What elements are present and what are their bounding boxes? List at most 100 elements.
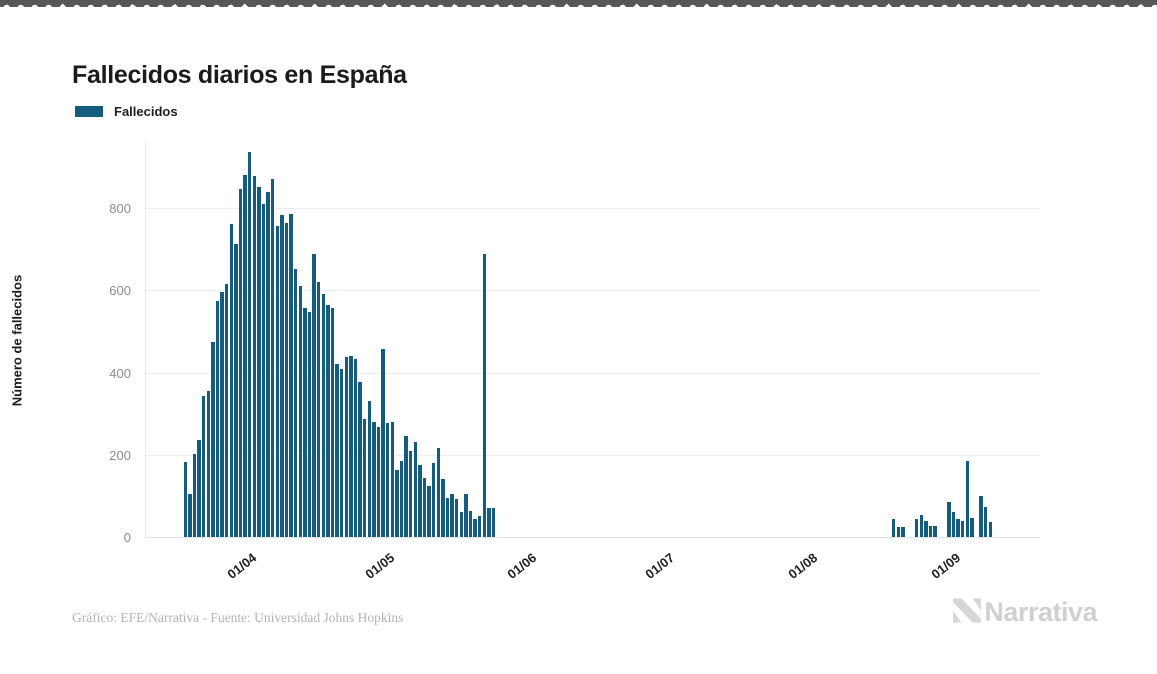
bar [970, 518, 974, 537]
x-tick-label-01/08: 01/08 [785, 550, 821, 582]
bar [211, 342, 215, 537]
bar [206, 391, 211, 537]
bar [367, 400, 372, 537]
bar [436, 448, 441, 537]
bar [362, 418, 367, 537]
legend-label: Fallecidos [114, 104, 178, 119]
bar [312, 254, 316, 537]
bar [477, 515, 482, 537]
bar [307, 312, 312, 537]
bar [335, 364, 339, 537]
bar [951, 511, 956, 537]
bar [431, 462, 436, 537]
bar [473, 518, 477, 537]
bar [390, 421, 395, 537]
brand-name: Narrativa [984, 597, 1097, 627]
legend-swatch [75, 106, 103, 117]
bar [901, 526, 905, 537]
bar [464, 494, 468, 537]
bar [339, 369, 344, 537]
narrativa-icon [953, 597, 982, 628]
bar [326, 304, 330, 537]
bar [372, 422, 376, 537]
bar [252, 176, 257, 537]
bar [188, 493, 192, 537]
bar [491, 508, 496, 537]
bar [353, 358, 358, 537]
x-tick-label-01/04: 01/04 [224, 550, 259, 582]
bar [454, 499, 459, 537]
torn-top-edge [0, 0, 1157, 7]
bar [316, 282, 321, 537]
y-tick-label-200: 200 [109, 447, 131, 463]
bar [933, 526, 937, 537]
bar [183, 461, 188, 537]
bar [924, 521, 928, 537]
bar [192, 453, 197, 537]
plot-area: 0 200 400 600 800 01/04 01/05 01/06 01/07 01/08 01… [109, 143, 1040, 582]
bar [896, 527, 901, 537]
x-tick-label-01/05: 01/05 [362, 550, 397, 582]
page-title: Fallecidos diarios en España [72, 60, 407, 89]
bar [344, 357, 349, 537]
chart-credit: Gráfico: EFE/Narrativa - Fuente: Univers… [72, 610, 404, 625]
bar [408, 451, 413, 537]
bar [293, 268, 298, 537]
bar [459, 512, 464, 537]
bar [413, 442, 418, 537]
bar [321, 293, 326, 537]
bar [330, 307, 335, 537]
y-tick-label-600: 600 [109, 283, 131, 299]
x-tick-label-01/07: 01/07 [642, 550, 678, 582]
bar [298, 285, 303, 537]
bar [289, 214, 293, 537]
bar [201, 395, 206, 537]
gridline-200 [145, 454, 1040, 456]
y-tick-label-800: 800 [109, 201, 131, 216]
bar [891, 518, 896, 537]
bar [919, 514, 924, 537]
bar [450, 494, 454, 537]
bar [983, 507, 988, 537]
y-tick-label-0: 0 [123, 530, 131, 545]
gridline-0 [145, 537, 1040, 538]
bar [257, 187, 261, 537]
bar [914, 518, 919, 537]
bar [979, 496, 983, 537]
bar [376, 426, 381, 537]
bar [427, 486, 431, 537]
bar [234, 244, 238, 537]
bar [243, 175, 247, 537]
bar [956, 518, 960, 537]
bar [468, 511, 473, 537]
bar [224, 284, 229, 537]
bar [399, 461, 404, 537]
bar [303, 307, 307, 537]
bar [928, 525, 933, 537]
bar [358, 382, 362, 537]
bar [487, 508, 491, 537]
bar [422, 477, 427, 537]
y-axis-title: Número de fallecidos [9, 274, 25, 407]
bar [418, 464, 422, 537]
bar [349, 356, 353, 537]
gridline-800 [145, 208, 1040, 209]
bar [229, 224, 234, 537]
gridline-600 [145, 290, 1040, 292]
bar [261, 203, 266, 537]
bar [280, 215, 284, 537]
y-tick-label-400: 400 [109, 365, 131, 381]
bar [395, 469, 399, 537]
bar [988, 522, 993, 537]
bar [960, 520, 965, 537]
bar [270, 179, 275, 537]
bar [482, 254, 487, 537]
bar [441, 479, 445, 537]
bar [238, 189, 243, 537]
y-axis-line [145, 143, 146, 538]
bar [385, 422, 390, 537]
bar [215, 300, 220, 537]
bar [381, 349, 385, 537]
bar [404, 435, 408, 537]
bar [445, 497, 450, 537]
